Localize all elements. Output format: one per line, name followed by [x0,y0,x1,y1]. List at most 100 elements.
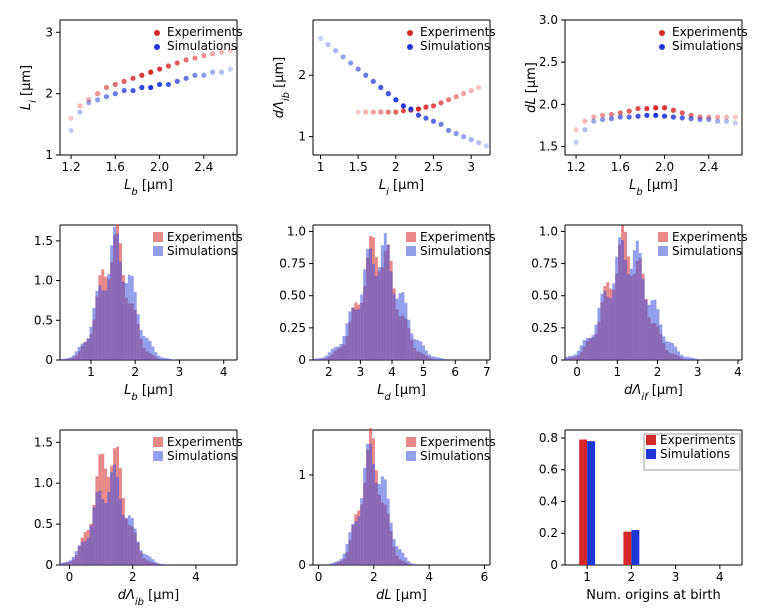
legend-label: Simulations [167,39,237,53]
svg-text:dL [μm]: dL [μm] [524,62,539,113]
legend-label: Experiments [672,25,748,39]
svg-text:Lb [μm]: Lb [μm] [124,178,173,195]
panel-F: 0123400.250.500.751.0dΛif [μm]Experiment… [520,215,750,400]
svg-text:4: 4 [220,365,228,379]
svg-text:3.0: 3.0 [539,13,558,27]
svg-text:1.0: 1.0 [34,476,53,490]
legend-label: Simulations [420,244,490,258]
svg-text:1.0: 1.0 [34,274,53,288]
svg-text:0: 0 [298,558,306,572]
svg-text:1.0: 1.0 [539,224,558,238]
svg-text:0.6: 0.6 [539,463,558,477]
svg-text:1.5: 1.5 [34,234,53,248]
svg-text:0.8: 0.8 [539,431,558,445]
svg-text:2: 2 [131,365,139,379]
svg-text:0.5: 0.5 [34,313,53,327]
svg-text:2: 2 [370,570,378,584]
svg-text:2: 2 [298,68,306,82]
svg-text:4: 4 [425,570,433,584]
svg-text:4: 4 [192,570,200,584]
svg-text:0: 0 [550,558,558,572]
svg-text:2: 2 [654,365,662,379]
svg-text:0: 0 [315,570,323,584]
panel-G: 02400.51.01.5dΛib [μm]ExperimentsSimulat… [15,420,245,605]
legend-label: Experiments [167,230,243,244]
svg-text:3: 3 [467,160,475,174]
svg-text:7: 7 [483,365,491,379]
svg-text:0.2: 0.2 [539,526,558,540]
svg-text:2: 2 [628,570,636,584]
panel-H: 024601dL [μm]ExperimentsSimulations [268,420,498,605]
legend-label: Experiments [167,435,243,449]
svg-text:1.2: 1.2 [567,160,586,174]
svg-text:3: 3 [672,570,680,584]
svg-text:1: 1 [298,468,306,482]
legend-label: Experiments [420,25,496,39]
svg-text:1: 1 [298,130,306,144]
svg-text:1: 1 [87,365,95,379]
svg-text:1: 1 [613,365,621,379]
svg-text:0.75: 0.75 [531,257,558,271]
svg-text:3: 3 [694,365,702,379]
legend-label: Simulations [420,39,490,53]
svg-text:Num. origins at birth: Num. origins at birth [586,588,721,603]
svg-text:Ld [μm]: Ld [μm] [377,383,426,400]
legend-label: Simulations [167,244,237,258]
svg-text:2.0: 2.0 [655,160,674,174]
svg-text:2: 2 [392,160,400,174]
svg-text:1.2: 1.2 [62,160,81,174]
panel-A: 1.21.62.02.4123Lb [μm]Li [μm]Experiments… [15,10,245,195]
svg-text:2.0: 2.0 [539,97,558,111]
svg-text:1.0: 1.0 [287,224,306,238]
svg-text:dΛib [μm]: dΛib [μm] [118,588,180,605]
svg-text:2.5: 2.5 [539,55,558,69]
svg-text:Lb [μm]: Lb [μm] [124,383,173,400]
svg-text:0.5: 0.5 [34,517,53,531]
svg-text:1.5: 1.5 [34,435,53,449]
svg-text:6: 6 [481,570,489,584]
svg-text:0: 0 [550,353,558,367]
svg-text:0: 0 [45,353,53,367]
svg-text:2.5: 2.5 [424,160,443,174]
svg-text:6: 6 [451,365,459,379]
svg-text:2: 2 [129,570,137,584]
panel-I: 123400.20.40.60.8Num. origins at birthEx… [520,420,750,605]
svg-text:1.5: 1.5 [349,160,368,174]
svg-text:0.50: 0.50 [531,289,558,303]
svg-text:3: 3 [357,365,365,379]
svg-text:4: 4 [716,570,724,584]
svg-text:dΛif [μm]: dΛif [μm] [624,383,683,400]
legend-label: Experiments [672,230,748,244]
svg-text:2.0: 2.0 [150,160,169,174]
svg-text:Li [μm]: Li [μm] [19,65,39,110]
legend-label: Simulations [660,447,730,461]
svg-text:dL [μm]: dL [μm] [376,588,427,603]
svg-text:0.25: 0.25 [531,321,558,335]
legend-label: Simulations [672,244,742,258]
svg-text:1.6: 1.6 [106,160,125,174]
panel-E: 23456700.250.500.751.0Ld [μm]Experiments… [268,215,498,400]
legend-label: Experiments [167,25,243,39]
legend-label: Experiments [660,433,736,447]
svg-text:3: 3 [45,25,53,39]
svg-text:Li [μm]: Li [μm] [379,178,424,195]
panel-D: 123400.51.01.5Lb [μm]ExperimentsSimulati… [15,215,245,400]
svg-text:dΛib [μm]: dΛib [μm] [272,57,292,119]
legend-label: Simulations [167,449,237,463]
svg-text:0: 0 [66,570,74,584]
legend-label: Experiments [420,230,496,244]
svg-text:4: 4 [388,365,396,379]
svg-text:0: 0 [298,353,306,367]
svg-text:1.6: 1.6 [611,160,630,174]
svg-text:0.4: 0.4 [539,494,558,508]
svg-text:4: 4 [734,365,742,379]
svg-text:2.4: 2.4 [699,160,718,174]
legend-label: Simulations [672,39,742,53]
svg-text:0.25: 0.25 [279,321,306,335]
svg-text:0.75: 0.75 [279,257,306,271]
svg-text:1: 1 [45,148,53,162]
panel-B: 11.522.5312Li [μm]dΛib [μm]ExperimentsSi… [268,10,498,195]
svg-text:2.4: 2.4 [194,160,213,174]
panel-C: 1.21.62.02.41.52.02.53.0Lb [μm]dL [μm]Ex… [520,10,750,195]
svg-text:5: 5 [420,365,428,379]
